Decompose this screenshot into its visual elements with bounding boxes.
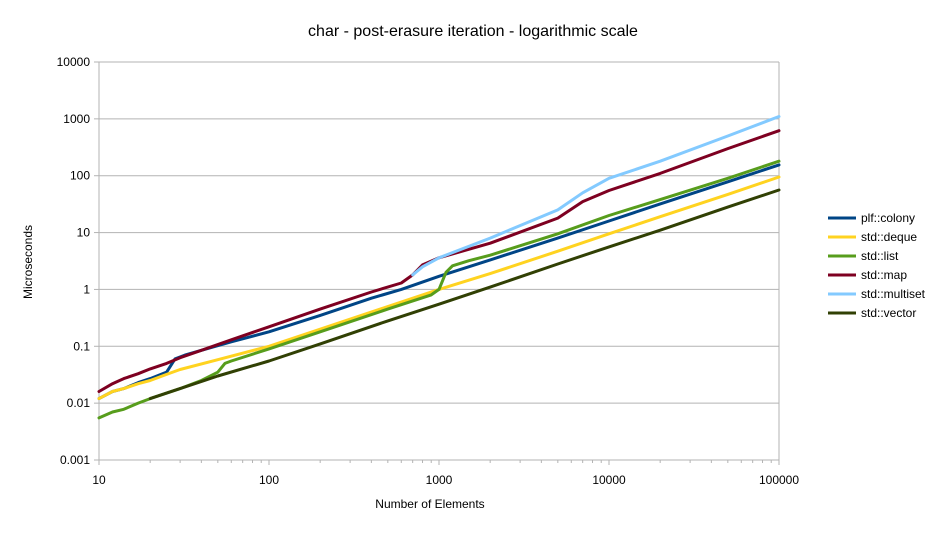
grid-layer [99, 61, 779, 461]
series-line-std-deque [97, 175, 781, 401]
y-tick-label: 0.1 [73, 339, 90, 353]
series-layer [97, 115, 781, 420]
y-tick-label: 10 [77, 226, 91, 240]
y-axis-title: Microseconds [21, 225, 35, 299]
y-tick-label: 10000 [57, 55, 91, 69]
series-line-std-vector [148, 188, 781, 401]
y-tick-label: 0.01 [67, 396, 91, 410]
legend-label-plf-colony: plf::colony [861, 211, 915, 225]
series-line-std-multiset [411, 115, 781, 277]
x-tick-label: 1000 [426, 473, 453, 487]
legend-label-std-multiset: std::multiset [861, 287, 926, 301]
y-tick-label: 1000 [63, 112, 90, 126]
legend-label-std-vector: std::vector [861, 306, 916, 320]
legend-label-std-list: std::list [861, 249, 899, 263]
x-tick-label: 100 [259, 473, 279, 487]
y-tick-label: 1 [83, 282, 90, 296]
x-tick-label: 100000 [759, 473, 799, 487]
y-tick-label: 100 [70, 169, 90, 183]
y-tick-label: 0.001 [60, 453, 90, 467]
legend-label-std-map: std::map [861, 268, 907, 282]
x-tick-label: 10000 [592, 473, 626, 487]
axis-layer: 0.001 0.01 0.1 1 10 100 1000 10000 10 100 1000 1000… [57, 55, 800, 487]
legend: plf::colonystd::dequestd::liststd::mapst… [828, 211, 926, 320]
series-line-std-map [97, 129, 781, 393]
x-tick-label: 10 [92, 473, 106, 487]
x-axis-title: Number of Elements [375, 497, 484, 511]
legend-label-std-deque: std::deque [861, 230, 917, 244]
chart-title: char - post-erasure iteration - logarith… [308, 23, 638, 40]
